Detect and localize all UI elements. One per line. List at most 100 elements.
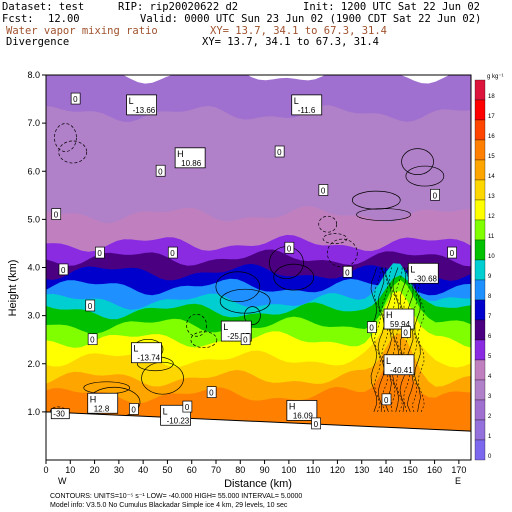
zero-label-box bbox=[206, 386, 217, 398]
colorbar-segment bbox=[474, 339, 486, 361]
humidity-shading bbox=[46, 75, 471, 460]
updraft-contour bbox=[406, 267, 414, 412]
x-tick-label: 60 bbox=[187, 465, 197, 475]
zero-label: 0 bbox=[321, 187, 326, 196]
divergence-contour bbox=[54, 123, 77, 152]
extremum-box bbox=[126, 94, 157, 116]
extremum-box bbox=[383, 308, 415, 330]
colorbar-label: 17 bbox=[488, 114, 495, 120]
dataset-label: Dataset: test bbox=[2, 1, 85, 13]
extremum-value: -30.68 bbox=[414, 274, 437, 283]
divergence-contour bbox=[401, 148, 434, 175]
updraft-contour bbox=[417, 267, 425, 412]
colorbar-segment bbox=[474, 379, 486, 401]
extremum-value: -13.66 bbox=[133, 106, 156, 115]
y-tick-label: 4.0 bbox=[27, 263, 40, 273]
colorbar-segment bbox=[474, 199, 486, 221]
low-marker: L bbox=[163, 406, 168, 416]
low-marker: L bbox=[223, 322, 228, 332]
extremum-box bbox=[131, 342, 162, 364]
updraft-contour bbox=[385, 267, 392, 412]
x-tick-label: 100 bbox=[281, 465, 296, 475]
y-tick-label: 5.0 bbox=[27, 214, 40, 224]
zero-label: 0 bbox=[170, 249, 175, 258]
colorbar-segment bbox=[474, 419, 486, 441]
colorbar-segment bbox=[474, 299, 486, 321]
divergence-contour bbox=[215, 271, 261, 303]
y-tick-label: 6.0 bbox=[27, 166, 40, 176]
zero-label: 0 bbox=[158, 167, 163, 176]
extremum-value: -25.15 bbox=[227, 332, 250, 341]
extremum-box bbox=[291, 94, 323, 116]
field1-xy: XY= 13.7, 34.1 to 67.3, 31.4 bbox=[210, 25, 388, 37]
zero-label: 0 bbox=[287, 244, 292, 253]
extremum-value: 16.09 bbox=[293, 411, 314, 420]
colorbar-segment bbox=[474, 439, 486, 461]
divergence-contour bbox=[58, 140, 88, 164]
extremum-box bbox=[87, 392, 119, 414]
high-marker: H bbox=[90, 394, 97, 404]
zero-label-box bbox=[85, 299, 96, 312]
low-marker: L bbox=[294, 96, 299, 106]
colorbar-label: 1 bbox=[488, 434, 492, 440]
x-tick-label: 110 bbox=[306, 465, 320, 475]
extremum-value: 10.86 bbox=[181, 159, 202, 168]
x-tick-label: 170 bbox=[451, 465, 466, 475]
zero-label-box bbox=[274, 145, 285, 158]
field2-name: Divergence bbox=[6, 36, 70, 48]
divergence-contour bbox=[186, 313, 207, 337]
extremum-box bbox=[407, 262, 439, 284]
low-marker: L bbox=[386, 356, 391, 366]
zero-label: 0 bbox=[209, 389, 214, 398]
y-axis-ticks: 1.0 2.0 3.0 4.0 5.0 6.0 7.0 8.0 bbox=[27, 70, 46, 417]
colorbar-label: 4 bbox=[488, 374, 492, 380]
model-info: Model info: V3.5.0 No Cumulus Blackadar … bbox=[50, 502, 288, 509]
divergence-contour bbox=[244, 306, 261, 325]
divergence-contour bbox=[326, 238, 358, 268]
extremum-value: -13.74 bbox=[137, 354, 160, 363]
zero-label: 0 bbox=[97, 249, 102, 258]
colorbar-segment bbox=[474, 79, 486, 101]
fcst-value: 12.00 bbox=[48, 13, 80, 25]
low-marker: L bbox=[129, 96, 134, 106]
colorbar-segment bbox=[474, 259, 486, 281]
zero-label: 0 bbox=[345, 268, 350, 277]
rip-label: RIP: rip20020622 d2 bbox=[118, 1, 239, 13]
y-tick-label: 7.0 bbox=[27, 118, 40, 128]
colorbar-unit: g kg⁻¹ bbox=[487, 74, 504, 80]
updraft-contour bbox=[388, 267, 396, 412]
divergence-contour bbox=[141, 361, 184, 395]
updraft-contour bbox=[392, 267, 400, 412]
zero-label-box bbox=[58, 263, 69, 276]
zero-label: 0 bbox=[185, 403, 190, 412]
divergence-contour bbox=[219, 288, 271, 314]
low-marker: L bbox=[410, 264, 415, 274]
colorbar-segment bbox=[474, 159, 486, 181]
colorbar-label: 9 bbox=[488, 274, 492, 280]
x-tick-label: 0 bbox=[43, 465, 48, 475]
x-tick-label: 10 bbox=[65, 465, 75, 475]
divergence-contour bbox=[405, 165, 445, 187]
zero-label-box bbox=[381, 393, 392, 406]
y-axis-title: Height (km) bbox=[7, 260, 19, 317]
field1-name: Water vapor mixing ratio bbox=[6, 25, 158, 37]
zero-label: 0 bbox=[73, 95, 78, 104]
zero-label: 0 bbox=[243, 336, 248, 345]
updraft-contour bbox=[377, 267, 385, 412]
zero-label: 0 bbox=[369, 324, 374, 333]
x-tick-label: 160 bbox=[427, 465, 442, 475]
extremum-value: 12.8 bbox=[94, 404, 110, 413]
contour-label: -30 bbox=[53, 410, 65, 419]
colorbar-label: 5 bbox=[488, 354, 492, 360]
extremum-box bbox=[174, 147, 206, 169]
zero-label-box bbox=[447, 246, 457, 259]
zero-label: 0 bbox=[131, 405, 136, 414]
zero-label-box bbox=[182, 400, 193, 413]
colorbar-segment bbox=[474, 219, 486, 241]
updraft-contour bbox=[370, 267, 378, 412]
x-tick-label: 70 bbox=[211, 465, 221, 475]
high-marker: H bbox=[177, 149, 184, 159]
x-tick-label: 20 bbox=[90, 465, 100, 475]
